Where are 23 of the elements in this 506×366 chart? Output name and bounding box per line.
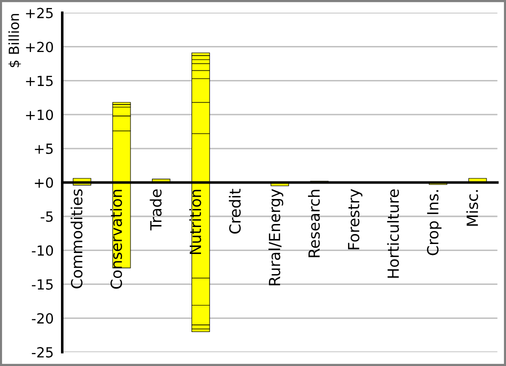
- x-tick-label: Nutrition: [189, 190, 202, 254]
- y-tick-label: -25: [32, 347, 53, 358]
- y-tick-label: +0: [34, 177, 53, 188]
- x-tick-label: Commodities: [70, 189, 82, 288]
- x-tick-label: Crop Ins.: [426, 190, 442, 256]
- y-tick-label: +5: [34, 144, 53, 154]
- y-tick-label: +15: [26, 76, 53, 86]
- x-tick-label: Credit: [228, 188, 241, 234]
- y-tick-label: -15: [32, 279, 53, 290]
- x-tick-label: Trade: [150, 189, 162, 230]
- y-tick-label: -20: [32, 313, 53, 324]
- y-tick-label: -5: [40, 212, 53, 222]
- x-tick-label: Forestry: [348, 189, 362, 250]
- x-tick-label: Horticulture: [387, 189, 399, 278]
- y-tick-label: +20: [26, 42, 53, 52]
- x-tick-label: Conservation: [110, 190, 122, 289]
- x-tick-label: Misc.: [466, 190, 478, 226]
- x-tick-label: Research: [308, 190, 320, 258]
- y-tick-label: -10: [32, 245, 53, 256]
- y-tick-label: +25: [26, 8, 53, 18]
- x-tick-label: Rural/Energy: [268, 189, 284, 286]
- y-axis-title: $ Billion: [8, 14, 21, 68]
- y-tick-label: +10: [26, 110, 53, 120]
